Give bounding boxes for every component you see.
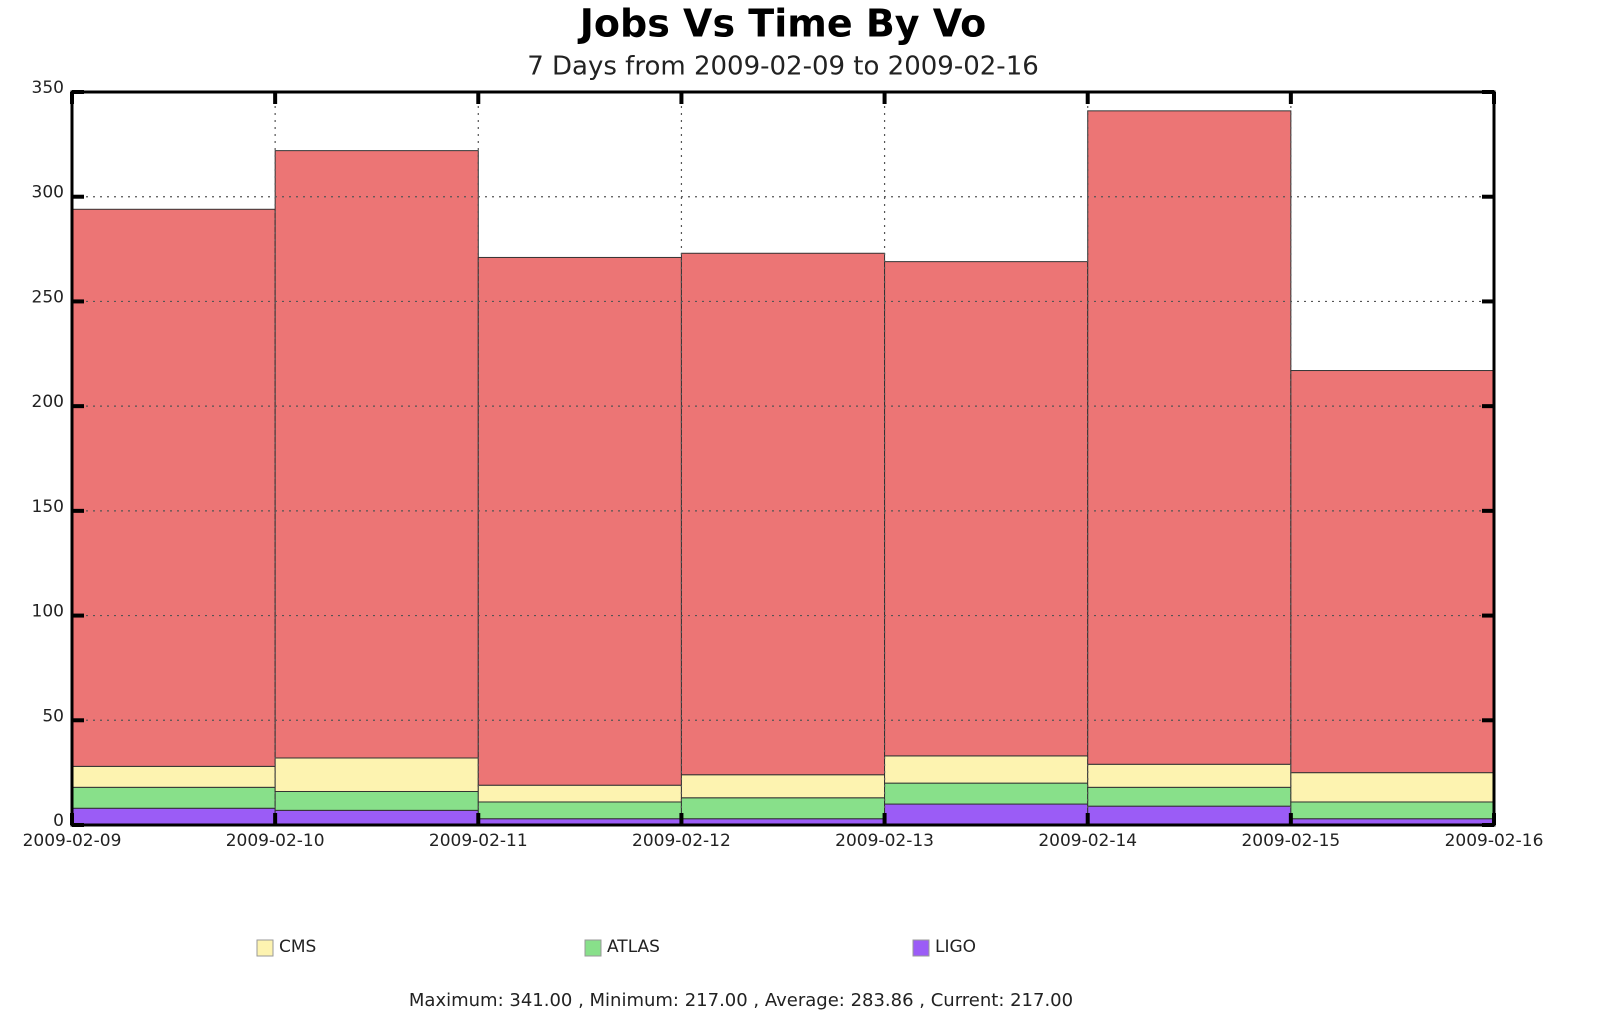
bar-segment	[1087, 786, 1292, 807]
bar-segment	[1087, 763, 1292, 788]
bar-segment	[680, 252, 886, 776]
y-tick-label: 150	[32, 497, 64, 517]
y-tick-label: 100	[32, 602, 64, 622]
bar-segment	[884, 261, 1089, 757]
bar-segment	[477, 256, 682, 786]
y-tick-label: 250	[32, 287, 64, 307]
bar-segment	[477, 784, 682, 803]
chart-subtitle: 7 Days from 2009-02-09 to 2009-02-16	[527, 52, 1039, 82]
x-tick-label: 2009-02-16	[1445, 831, 1544, 851]
bar-segment	[71, 208, 276, 767]
bar-segment	[680, 774, 886, 799]
bar-segment	[680, 797, 886, 820]
x-tick-label: 2009-02-13	[835, 831, 934, 851]
bar-segment	[1290, 801, 1495, 820]
chart-title: Jobs Vs Time By Vo	[577, 2, 987, 46]
bar-segment	[1087, 805, 1292, 826]
bar-segment	[477, 801, 682, 820]
legend-label: ATLAS	[607, 937, 660, 957]
bar-segment	[884, 782, 1089, 805]
bar-segment	[884, 755, 1089, 784]
x-tick-label: 2009-02-09	[23, 831, 122, 851]
y-tick-label: 50	[42, 706, 64, 726]
y-tick-label: 350	[32, 78, 64, 98]
bar-segment	[1290, 370, 1495, 774]
legend-swatch	[912, 939, 930, 957]
bar-segment	[71, 807, 276, 826]
bar-segment	[71, 765, 276, 788]
bar-segment	[884, 803, 1089, 826]
bar-segment	[274, 150, 479, 759]
x-tick-label: 2009-02-10	[226, 831, 325, 851]
legend-label: CMS	[279, 937, 316, 957]
x-tick-label: 2009-02-11	[429, 831, 528, 851]
bar-segment	[71, 786, 276, 809]
x-tick-label: 2009-02-15	[1241, 831, 1340, 851]
y-tick-label: 300	[32, 183, 64, 203]
legend-swatch	[256, 939, 274, 957]
x-tick-label: 2009-02-12	[632, 831, 731, 851]
plot-frame	[70, 90, 1496, 827]
bar-segment	[274, 790, 479, 811]
legend-label: LIGO	[935, 937, 976, 957]
bar-segment	[274, 809, 479, 826]
x-tick-label: 2009-02-14	[1038, 831, 1137, 851]
y-tick-label: 0	[53, 811, 64, 831]
legend-swatch	[584, 939, 602, 957]
bar-segment	[1290, 772, 1495, 803]
bar-segment	[274, 757, 479, 792]
summary: Maximum: 341.00 , Minimum: 217.00 , Aver…	[409, 990, 1073, 1011]
bar-segment	[1087, 110, 1292, 765]
y-tick-label: 200	[32, 392, 64, 412]
